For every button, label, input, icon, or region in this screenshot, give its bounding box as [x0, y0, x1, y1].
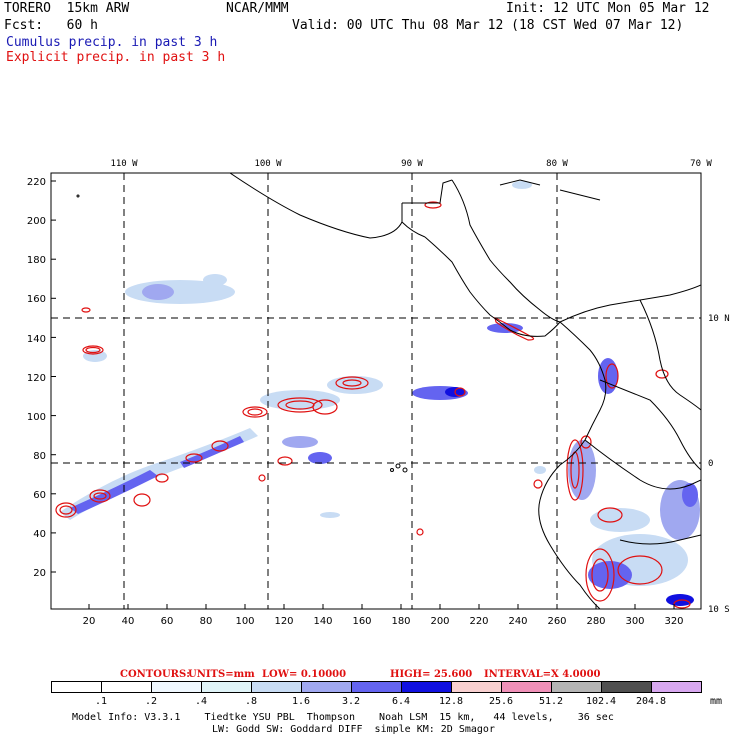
y-tick-label: 180	[27, 255, 46, 266]
coastlines	[76, 173, 701, 609]
y-tick-label: 220	[27, 177, 46, 188]
y-tick-label: 100	[27, 412, 46, 423]
y-tick-label: 140	[27, 334, 46, 345]
y-tick-label: 60	[33, 490, 46, 501]
legend-swatch	[351, 681, 402, 693]
legend-label: 102.4	[585, 696, 617, 707]
x-tick-label: 180	[391, 616, 410, 627]
legend-swatch	[251, 681, 302, 693]
x-tick-label: 160	[352, 616, 371, 627]
legend-swatch	[301, 681, 352, 693]
legend-swatch	[401, 681, 452, 693]
legend-label: 3.2	[341, 696, 361, 707]
legend-label: .2	[144, 696, 158, 707]
y-tick-label: 120	[27, 373, 46, 384]
x-tick-label: 300	[625, 616, 644, 627]
forecast-hour: Fcst: 60 h	[4, 18, 98, 33]
explicit-precip-contours	[55, 201, 691, 609]
legend-label: 1.6	[291, 696, 311, 707]
legend-swatch	[651, 681, 702, 693]
x-tick-label: 240	[508, 616, 527, 627]
contours-low: LOW= 0.10000	[262, 669, 346, 680]
org-label: NCAR/MMM	[226, 1, 289, 16]
legend-unit: mm	[710, 696, 723, 707]
x-tick-label: 120	[274, 616, 293, 627]
legend-swatch	[451, 681, 502, 693]
y-tick-label: 20	[33, 568, 46, 579]
legend-label: .4	[194, 696, 208, 707]
legend-label: .8	[244, 696, 258, 707]
y-tick-label: 40	[33, 529, 46, 540]
x-tick-label: 20	[83, 616, 96, 627]
legend-swatch	[201, 681, 252, 693]
field-cumulus-label: Cumulus precip. in past 3 h	[6, 35, 218, 50]
lat-label: 10 N	[708, 314, 730, 324]
valid-time: Valid: 00 UTC Thu 08 Mar 12 (18 CST Wed …	[292, 18, 684, 33]
field-explicit-label: Explicit precip. in past 3 h	[6, 50, 226, 65]
lon-label: 100 W	[254, 159, 282, 169]
x-tick-label: 80	[200, 616, 213, 627]
x-tick-label: 140	[313, 616, 332, 627]
legend-swatch	[551, 681, 602, 693]
map-frame	[50, 172, 702, 610]
y-tick-label: 160	[27, 294, 46, 305]
legend-swatch	[51, 681, 102, 693]
legend-label: 12.8	[438, 696, 464, 707]
model-info: Model Info: V3.3.1 Tiedtke YSU PBL Thomp…	[72, 712, 614, 723]
lon-label: 70 W	[690, 159, 712, 169]
x-tick-label: 60	[161, 616, 174, 627]
x-tick-label: 100	[235, 616, 254, 627]
x-tick-label: 260	[547, 616, 566, 627]
x-tick-label: 220	[469, 616, 488, 627]
legend-swatch	[101, 681, 152, 693]
legend-label: 51.2	[538, 696, 564, 707]
legend-swatch	[501, 681, 552, 693]
lat-lon-grid	[51, 173, 701, 609]
lon-label: 110 W	[110, 159, 138, 169]
x-tick-label: 320	[664, 616, 683, 627]
legend-swatch	[601, 681, 652, 693]
lat-label: 10 S	[708, 605, 730, 615]
legend-swatch	[151, 681, 202, 693]
x-tick-label: 200	[430, 616, 449, 627]
init-time: Init: 12 UTC Mon 05 Mar 12	[506, 1, 710, 16]
y-tick-label: 200	[27, 216, 46, 227]
model-physics: LW: Godd SW: Goddard DIFF simple KM: 2D …	[212, 724, 495, 735]
legend-label: 25.6	[488, 696, 514, 707]
x-tick-label: 40	[122, 616, 135, 627]
contours-units: UNITS=mm	[188, 669, 255, 680]
y-tick-label: 80	[33, 451, 46, 462]
legend-label: 6.4	[391, 696, 411, 707]
lon-label: 90 W	[401, 159, 423, 169]
model-title: TORERO 15km ARW	[4, 1, 130, 16]
legend-label: 204.8	[635, 696, 667, 707]
lon-label: 80 W	[546, 159, 568, 169]
contours-interval: INTERVAL=X 4.0000	[484, 669, 601, 680]
legend-label: .1	[94, 696, 108, 707]
contours-label: CONTOURS:	[120, 669, 190, 680]
contours-high: HIGH= 25.600	[390, 669, 472, 680]
lat-label: 0	[708, 459, 713, 469]
x-tick-label: 280	[586, 616, 605, 627]
